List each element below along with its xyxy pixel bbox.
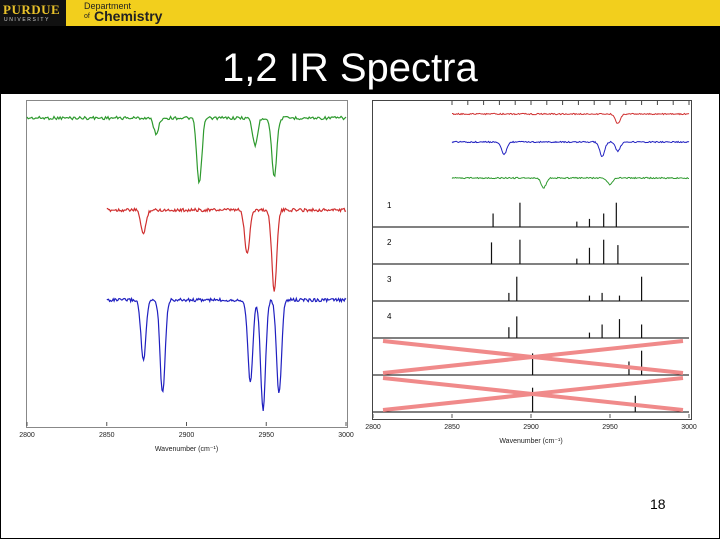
right-tick-label-4: 3000	[681, 424, 697, 431]
right-tick-label-0: 2800	[365, 424, 381, 431]
left-tick-label-3: 2950	[258, 432, 274, 439]
left-tick-label-1: 2850	[99, 432, 115, 439]
cross-line-b-4	[382, 339, 684, 375]
left-tick-label-2: 2900	[179, 432, 195, 439]
header-bar: PURDUE UNIVERSITY Department of Chemistr…	[0, 0, 720, 26]
cross-line-b-5	[382, 376, 684, 412]
right-xlabel: Wavenumber (cm⁻¹)	[499, 438, 562, 445]
logo-subtext: UNIVERSITY	[4, 17, 51, 23]
left-xlabel: Wavenumber (cm⁻¹)	[155, 446, 218, 453]
page-number: 18	[650, 496, 666, 512]
left-spectrum-frame	[26, 100, 348, 428]
right-tick-label-3: 2950	[602, 424, 618, 431]
dept-of: of	[84, 13, 90, 20]
title-bar	[0, 26, 720, 94]
right-series-blue	[451, 140, 690, 157]
logo-text: PURDUE	[3, 2, 61, 17]
dept-chemistry: Chemistry	[94, 8, 163, 24]
right-tick-label-2: 2900	[523, 424, 539, 431]
left-series-green	[26, 115, 347, 185]
right-series-red	[452, 112, 690, 124]
left-tick-label-0: 2800	[19, 432, 35, 439]
right-tick-label-1: 2850	[444, 424, 460, 431]
left-series-blue	[106, 296, 347, 411]
purdue-logo: PURDUE UNIVERSITY	[0, 0, 66, 26]
stick-panel-label-2: 3	[387, 275, 392, 284]
stick-panel-label-3: 4	[387, 312, 392, 321]
left-series-red	[106, 206, 347, 292]
stick-panel-label-0: 1	[387, 201, 392, 210]
slide-title: 1,2 IR Spectra	[222, 46, 478, 90]
left-tick-label-4: 3000	[338, 432, 354, 439]
dept-line1: Department	[84, 1, 132, 11]
right-series-green	[451, 176, 690, 189]
stick-panel-label-1: 2	[387, 238, 392, 247]
